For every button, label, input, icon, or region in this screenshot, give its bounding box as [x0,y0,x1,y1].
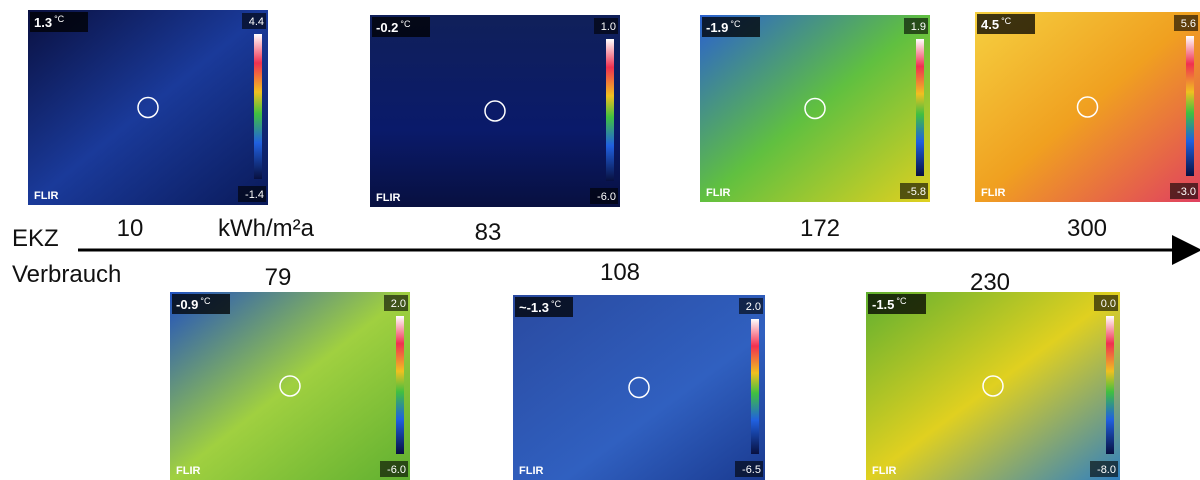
thermal-image: -0.2°C 1.0 -6.0 FLIR [370,15,620,207]
consumption-value: 108 [600,259,640,286]
spot-temperature: -1.9 [706,20,728,35]
temp-unit: °C [1001,16,1012,26]
axis-unit: kWh/m²a [218,215,315,242]
spot-temperature: -0.9 [176,297,198,312]
scale-max: 1.9 [911,21,926,33]
spot-temperature: -1.5 [872,297,894,312]
spot-temperature: ~-1.3 [519,300,549,315]
consumption-value: 230 [970,269,1010,296]
scale-min: -6.5 [742,464,761,476]
color-scale [396,316,404,454]
scale-min: -5.8 [907,186,926,198]
scale-min: -8.0 [1097,464,1116,476]
temp-unit: °C [400,19,411,29]
thermal-photo [513,295,765,480]
scale-max: 5.6 [1181,18,1196,30]
thermal-image: 4.5°C 5.6 -3.0 FLIR [975,12,1200,202]
color-scale [254,34,262,179]
scale-min: -3.0 [1177,186,1196,198]
color-scale [751,319,759,454]
axis-label: Verbrauch [12,261,121,288]
temp-unit: °C [551,299,562,309]
scale-min: -1.4 [245,189,264,201]
temp-unit: °C [730,19,741,29]
figure: EKZ Verbrauch kWh/m²a 1.3°C4.4-1.4FLIR10… [0,0,1200,480]
temp-unit: °C [54,14,65,24]
thermal-photo [866,292,1120,480]
flir-logo: FLIR [519,465,543,477]
flir-logo: FLIR [981,187,1005,199]
scale-max: 2.0 [391,298,406,310]
thermal-image: -1.9°C 1.9 -5.8 FLIR [700,15,930,202]
thermal-image: ~-1.3°C 2.0 -6.5 FLIR [513,295,765,480]
thermal-photo [28,10,268,205]
scale-max: 1.0 [601,21,616,33]
temp-unit: °C [896,296,907,306]
flir-logo: FLIR [706,187,730,199]
consumption-value: 10 [117,215,144,242]
axis-label: EKZ [12,225,59,252]
color-scale [916,39,924,176]
scale-max: 0.0 [1101,298,1116,310]
temp-unit: °C [200,296,211,306]
scale-min: -6.0 [387,464,406,476]
color-scale [606,39,614,181]
consumption-value: 79 [265,264,292,291]
consumption-value: 172 [800,215,840,242]
thermal-image: -0.9°C 2.0 -6.0 FLIR [170,292,410,480]
thermal-image: -1.5°C 0.0 -8.0 FLIR [866,292,1120,480]
scale-max: 4.4 [249,16,264,28]
thermal-photo [370,15,620,207]
spot-temperature: -0.2 [376,20,398,35]
thermal-photo [700,15,930,202]
thermal-image: 1.3°C 4.4 -1.4 FLIR [28,10,268,205]
flir-logo: FLIR [376,192,400,204]
flir-logo: FLIR [872,465,896,477]
color-scale [1186,36,1194,176]
thermal-photo [975,12,1200,202]
spot-temperature: 1.3 [34,15,52,30]
consumption-value: 83 [475,219,502,246]
spot-temperature: 4.5 [981,17,999,32]
consumption-value: 300 [1067,215,1107,242]
scale-max: 2.0 [746,301,761,313]
thermal-photo [170,292,410,480]
flir-logo: FLIR [176,465,200,477]
scale-min: -6.0 [597,191,616,203]
flir-logo: FLIR [34,190,58,202]
color-scale [1106,316,1114,454]
